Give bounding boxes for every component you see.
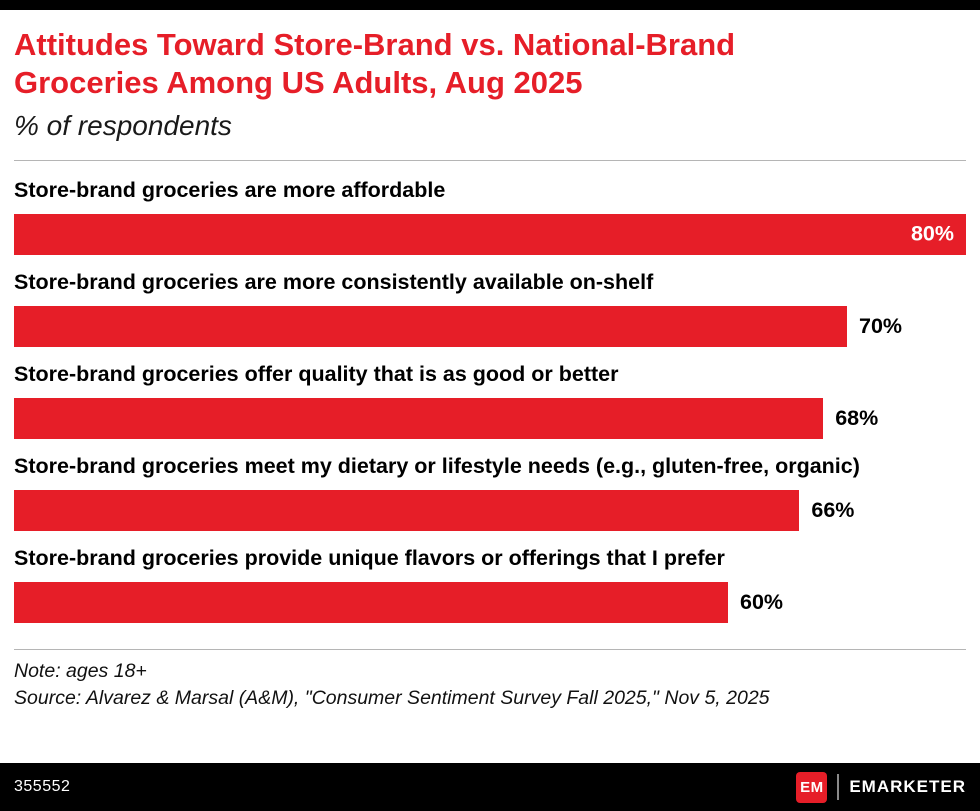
bar-group-dietary: Store-brand groceries meet my dietary or… [14,453,966,531]
notes-divider [14,648,966,650]
bar-dietary [14,489,800,531]
chart-title-line2: Groceries Among US Adults, Aug 2025 [14,64,583,100]
bar-value-label: 70% [859,313,903,338]
bar-category-label: Store-brand groceries are more affordabl… [14,177,446,202]
bar-value-label: 60% [740,589,784,614]
note-line: Note: ages 18+ [14,659,147,682]
bar-track: 80% [14,213,966,255]
emarketer-logo-icon: EM [796,771,828,803]
bar-category-label: Store-brand groceries offer quality that… [14,361,619,386]
bar-track: 68% [14,397,966,439]
footer-bar: 355552 EM EMARKETER [0,763,980,811]
chart-id: 355552 [14,778,71,795]
bar-chart: Store-brand groceries are more affordabl… [0,161,980,623]
bar-value-label: 66% [811,497,855,522]
bar-track: 66% [14,489,966,531]
source-line: Source: Alvarez & Marsal (A&M), "Consume… [14,686,770,709]
bar-category-label: Store-brand groceries meet my dietary or… [14,453,860,478]
bar-group-availability: Store-brand groceries are more consisten… [14,269,966,347]
bar-category-label: Store-brand groceries provide unique fla… [14,545,725,570]
chart-title: Attitudes Toward Store-Brand vs. Nationa… [14,26,966,102]
bar-category-label: Store-brand groceries are more consisten… [14,269,654,294]
brand-name: EMARKETER [849,777,966,796]
bar-group-affordable: Store-brand groceries are more affordabl… [14,177,966,255]
bar-availability [14,305,847,347]
bar-group-quality: Store-brand groceries offer quality that… [14,361,966,439]
bar-track: 60% [14,581,966,623]
chart-subtitle: % of respondents [14,109,232,141]
bar-quality [14,397,824,439]
header-divider [14,159,966,161]
brand-logo-group: EM EMARKETER [796,771,966,803]
chart-header: Attitudes Toward Store-Brand vs. Nationa… [0,10,980,152]
bar-affordable: 80% [14,213,966,255]
bar-track: 70% [14,305,966,347]
chart-title-line1: Attitudes Toward Store-Brand vs. Nationa… [14,27,736,62]
bar-value-label: 80% [910,221,954,246]
bar-flavors [14,581,728,623]
top-black-strip [0,0,980,10]
bar-value-label: 68% [835,405,879,430]
brand-divider [837,774,840,800]
chart-notes: Note: ages 18+ Source: Alvarez & Marsal … [0,650,980,713]
bar-group-flavors: Store-brand groceries provide unique fla… [14,545,966,623]
